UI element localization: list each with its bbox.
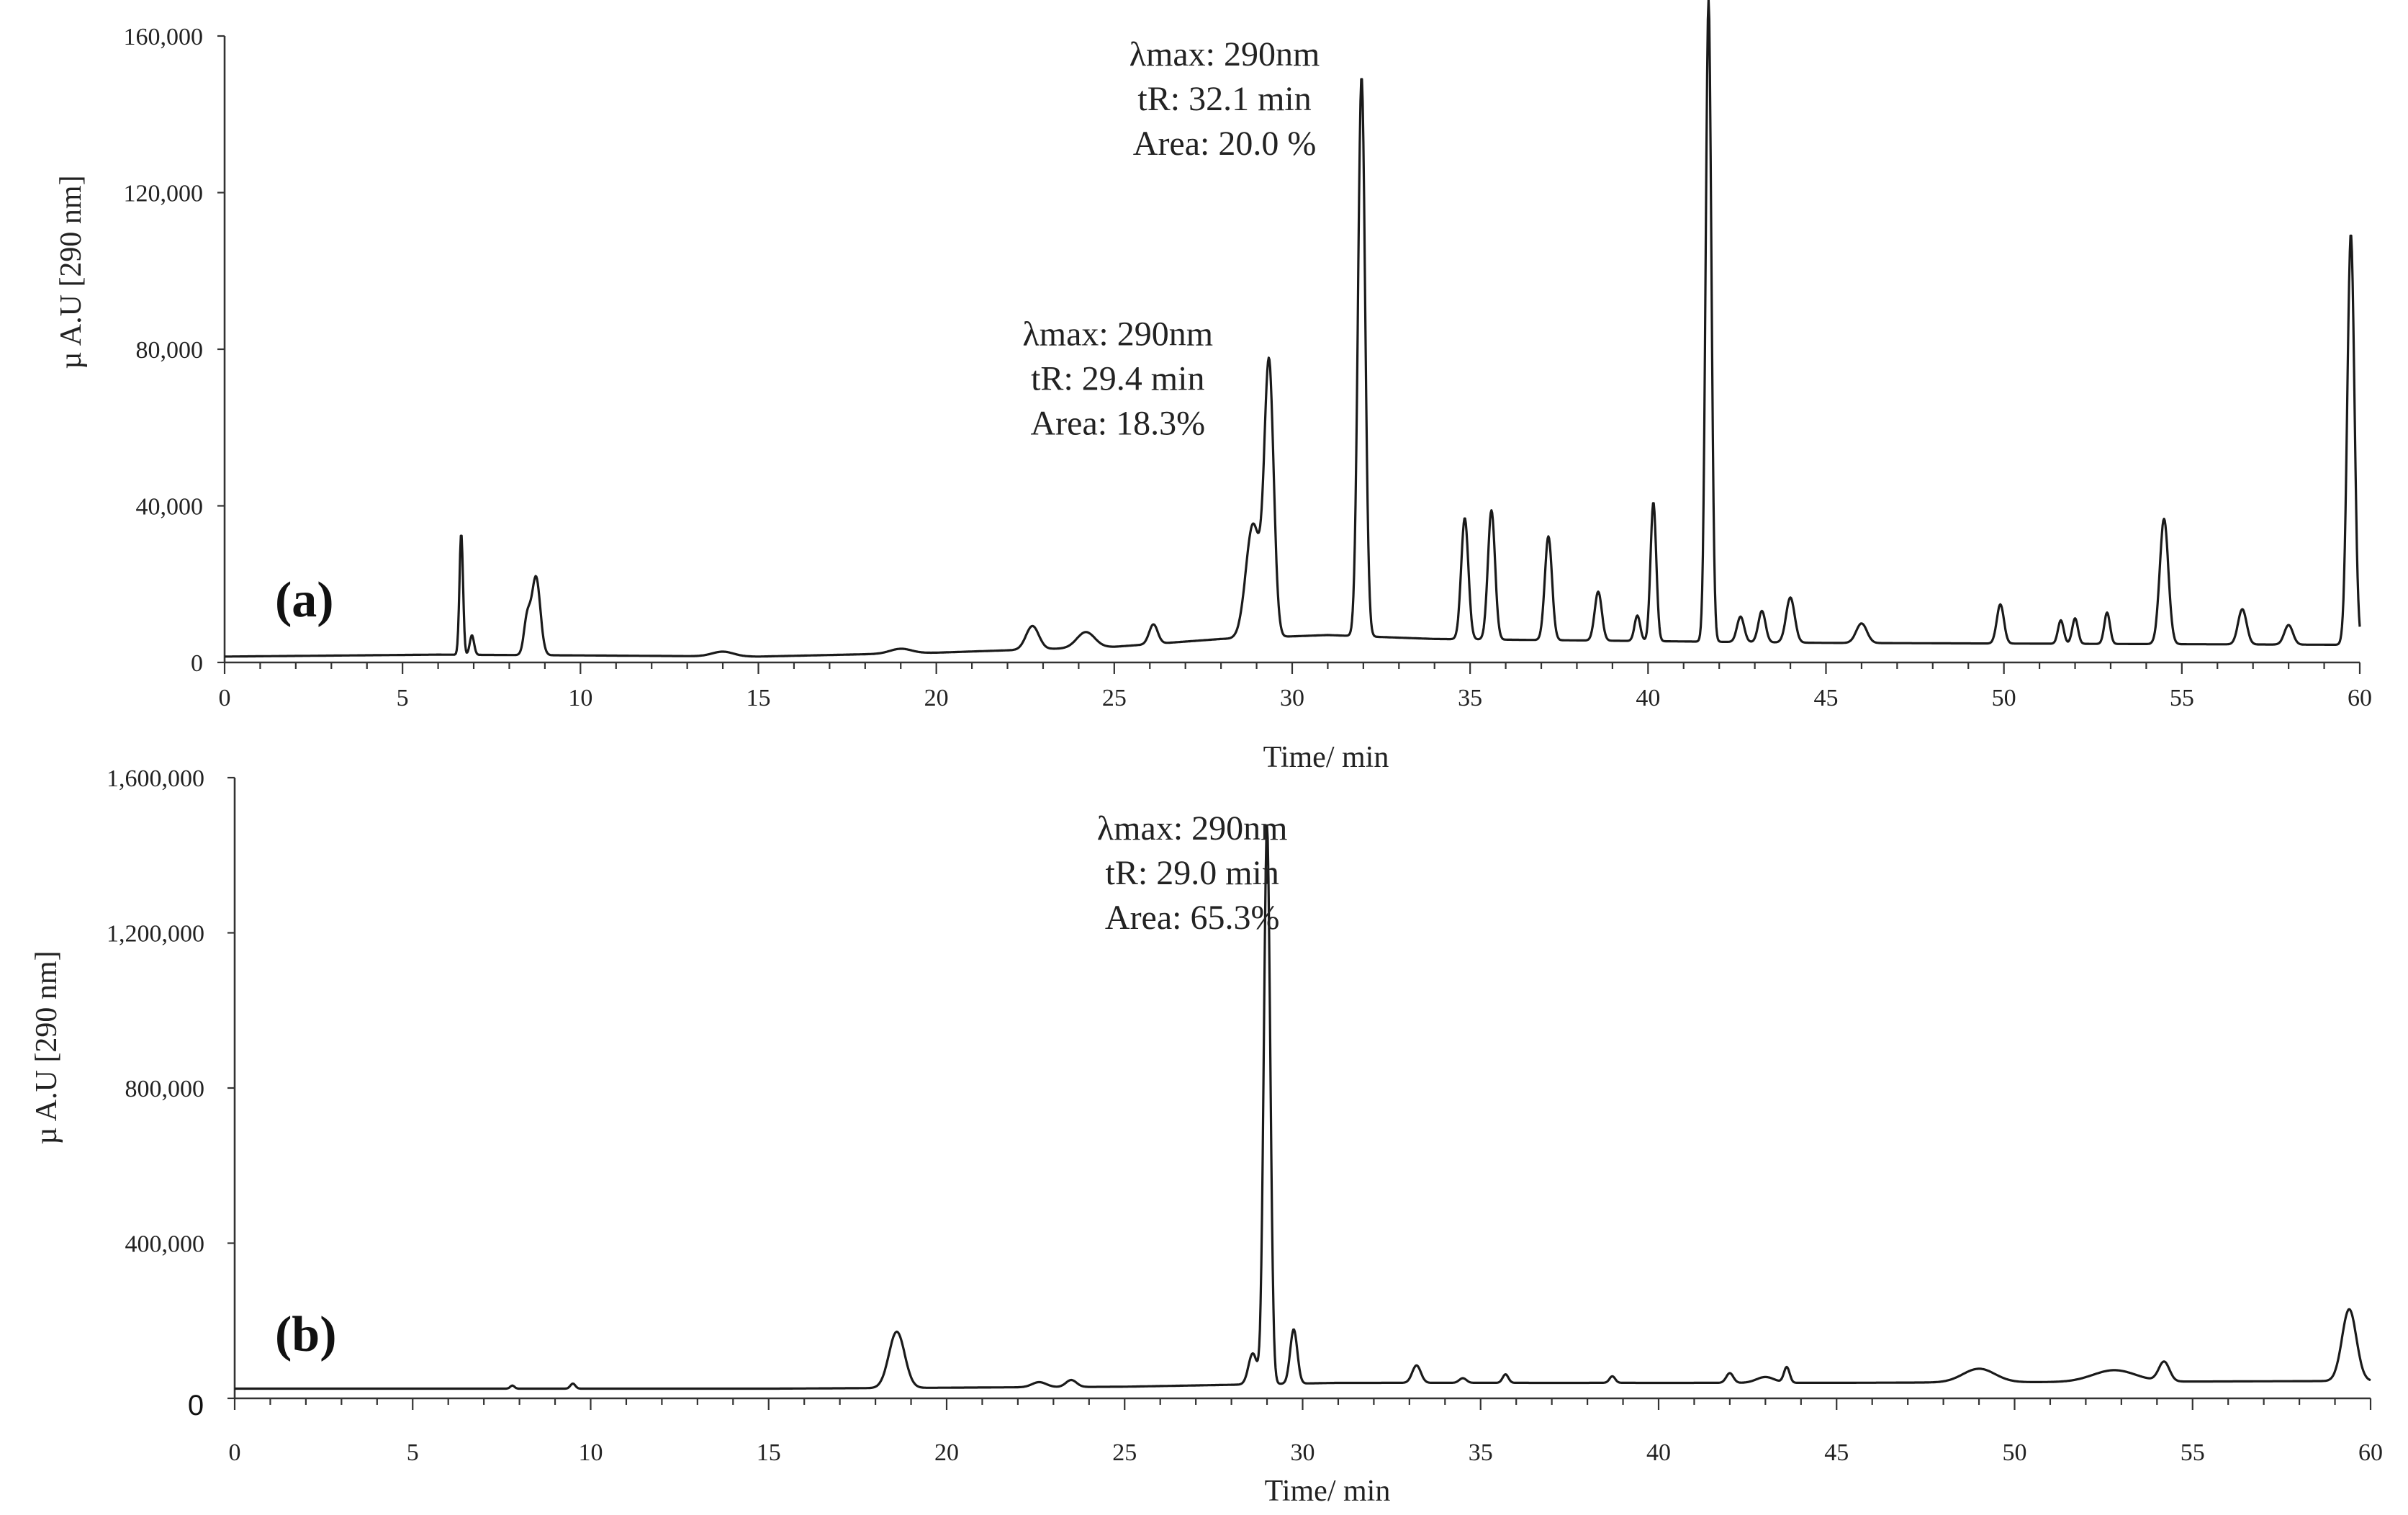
x-tick-label: 0 xyxy=(219,685,231,711)
peak-annotation: λmax: 290nm tR: 29.0 min Area: 65.3% xyxy=(1097,809,1288,937)
x-tick-label: 35 xyxy=(1458,685,1482,711)
x-tick-label: 40 xyxy=(1636,685,1660,711)
x-tick-label: 50 xyxy=(2003,1439,2027,1466)
peak-annotation-line: Area: 20.0 % xyxy=(1133,125,1317,163)
x-tick-label: 15 xyxy=(757,1439,781,1466)
chromatogram-trace xyxy=(224,0,2361,658)
x-tick-label: 60 xyxy=(2348,685,2372,711)
x-tick-label: 10 xyxy=(568,685,592,711)
y-tick-label: 120,000 xyxy=(124,181,204,207)
y-tick-label: 400,000 xyxy=(125,1231,205,1258)
x-tick-label: 20 xyxy=(934,1439,959,1466)
x-axis-title-a: Time/ min xyxy=(1263,741,1389,774)
x-axis-title-b: Time/ min xyxy=(1265,1475,1391,1508)
peak-annotation-line: λmax: 290nm xyxy=(1097,809,1288,848)
chromatogram-panel-a: (a) Time/ min µ A.U [290 nm] 0 40,000 80,0… xyxy=(55,0,2372,774)
y-tick-label: 1,600,000 xyxy=(107,765,204,792)
peak-annotation-line: Area: 65.3% xyxy=(1105,899,1280,937)
y-tick-label: 160,000 xyxy=(124,24,204,50)
peak-annotation-line: tR: 29.0 min xyxy=(1106,854,1279,892)
y-tick-label: 1,200,000 xyxy=(107,921,204,948)
peak-annotation-line: λmax: 290nm xyxy=(1129,35,1320,73)
panel-label-b: (b) xyxy=(275,1307,337,1362)
peak-annotation-line: tR: 29.4 min xyxy=(1031,360,1204,398)
x-tick-label: 15 xyxy=(747,685,771,711)
x-tick-label: 0 xyxy=(229,1439,241,1466)
chromatogram-trace xyxy=(234,824,2371,1390)
chromatogram-panel-b: (b) Time/ min µ A.U [290 nm] 0 400,000 80… xyxy=(30,765,2383,1508)
x-tick-label: 5 xyxy=(407,1439,419,1466)
y-zero-label-b: 0 xyxy=(188,1390,204,1421)
x-tick-label: 10 xyxy=(579,1439,603,1466)
x-tick-label: 20 xyxy=(924,685,949,711)
y-tick-label: 80,000 xyxy=(136,337,204,364)
x-tick-label: 55 xyxy=(2170,685,2194,711)
x-tick-label: 45 xyxy=(1814,685,1839,711)
y-tick-label: 800,000 xyxy=(125,1076,205,1102)
peak-annotation: λmax: 290nm tR: 29.4 min Area: 18.3% xyxy=(1022,315,1213,443)
x-tick-label: 5 xyxy=(397,685,409,711)
x-tick-label: 50 xyxy=(1992,685,2016,711)
x-tick-label: 30 xyxy=(1280,685,1304,711)
x-tick-label: 25 xyxy=(1112,1439,1137,1466)
x-tick-label: 60 xyxy=(2358,1439,2383,1466)
x-tick-label: 45 xyxy=(1824,1439,1849,1466)
y-tick-label: 40,000 xyxy=(136,494,204,521)
x-tick-label: 40 xyxy=(1646,1439,1671,1466)
x-tick-label: 55 xyxy=(2181,1439,2205,1466)
peak-annotation-line: Area: 18.3% xyxy=(1030,405,1205,443)
panel-label-a: (a) xyxy=(275,572,334,628)
x-tick-label: 30 xyxy=(1291,1439,1315,1466)
y-axis-title-b: µ A.U [290 nm] xyxy=(30,950,63,1144)
x-tick-label: 35 xyxy=(1469,1439,1493,1466)
x-tick-label: 25 xyxy=(1102,685,1127,711)
y-axis-title-a: µ A.U [290 nm] xyxy=(55,175,88,369)
peak-annotation-line: λmax: 290nm xyxy=(1022,315,1213,354)
peak-annotation: λmax: 290nm tR: 32.1 min Area: 20.0 % xyxy=(1129,35,1320,163)
peak-annotation-line: tR: 32.1 min xyxy=(1137,80,1311,118)
y-tick-label: 0 xyxy=(191,650,203,677)
